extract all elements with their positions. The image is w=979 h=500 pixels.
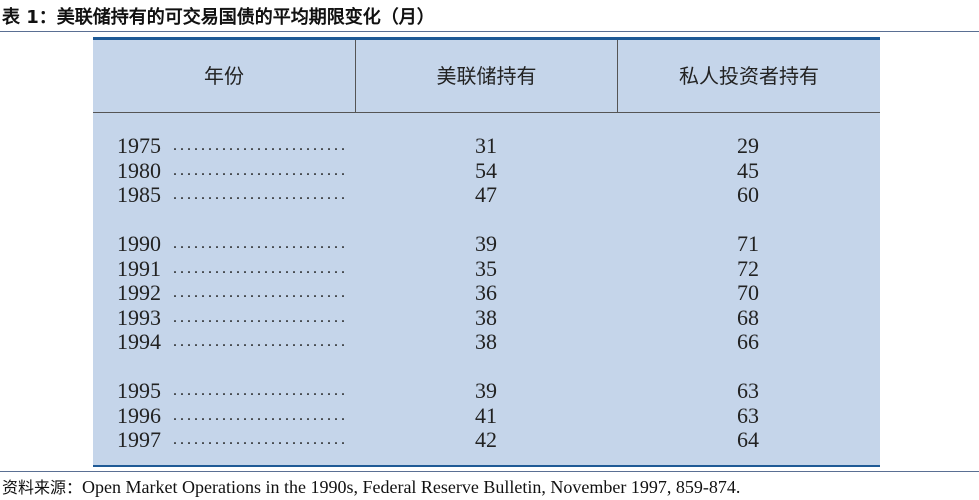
value-cell: 35 xyxy=(475,255,497,281)
table-row: 1993....................................… xyxy=(93,304,880,330)
year-cell: 1996 xyxy=(117,402,161,428)
separator xyxy=(617,40,618,112)
separator xyxy=(355,40,356,112)
rule xyxy=(0,471,979,472)
value-cell: 38 xyxy=(475,329,497,354)
value-cell: 66 xyxy=(737,329,759,354)
leader-dots: ........................................ xyxy=(173,382,349,399)
value-cell: 70 xyxy=(737,280,759,305)
value-cell: 47 xyxy=(475,182,497,207)
value-cell: 72 xyxy=(737,255,759,281)
table-row: 1994....................................… xyxy=(93,330,880,354)
table: 年份 美联储持有 私人投资者持有 1975...................… xyxy=(93,37,880,467)
year-cell: 1975 xyxy=(117,133,161,158)
table-row: 1996....................................… xyxy=(93,402,880,428)
table-header: 年份 美联储持有 私人投资者持有 xyxy=(93,40,880,113)
year-cell: 1997 xyxy=(117,427,161,452)
year-cell: 1992 xyxy=(117,280,161,305)
source-text: Open Market Operations in the 1990s, Fed… xyxy=(82,477,741,497)
header-cell: 美联储持有 xyxy=(436,64,537,88)
value-cell: 68 xyxy=(737,304,759,330)
year-cell: 1990 xyxy=(117,231,161,256)
value-cell: 39 xyxy=(475,378,497,403)
value-cell: 39 xyxy=(475,231,497,256)
year-cell: 1985 xyxy=(117,182,161,207)
value-cell: 63 xyxy=(737,378,759,403)
title: 表 1：美联储持有的可交易国债的平均期限变化（月） xyxy=(2,7,435,28)
leader-dots: ........................................ xyxy=(173,161,349,179)
year-cell: 1995 xyxy=(117,378,161,403)
value-cell: 42 xyxy=(475,427,497,452)
leader-dots: ........................................ xyxy=(173,137,349,154)
leader-dots: ........................................ xyxy=(173,431,349,448)
source-label: 资料来源： xyxy=(2,478,83,497)
value-cell: 71 xyxy=(737,231,759,256)
header-cell: 私人投资者持有 xyxy=(679,64,819,88)
value-cell: 54 xyxy=(475,157,497,183)
value-cell: 45 xyxy=(737,157,759,183)
year-cell: 1993 xyxy=(117,304,161,330)
leader-dots: ........................................ xyxy=(173,235,349,252)
table-row: 1997....................................… xyxy=(93,428,880,452)
table-row: 1995....................................… xyxy=(93,379,880,403)
rule xyxy=(0,31,979,32)
year-cell: 1994 xyxy=(117,329,161,354)
leader-dots: ........................................ xyxy=(173,259,349,277)
table-row: 1985....................................… xyxy=(93,183,880,207)
value-cell: 36 xyxy=(475,280,497,305)
value-cell: 38 xyxy=(475,304,497,330)
table-row: 1980....................................… xyxy=(93,157,880,183)
table-row: 1990....................................… xyxy=(93,232,880,256)
table-row: 1991....................................… xyxy=(93,255,880,281)
year-cell: 1991 xyxy=(117,255,161,281)
header-cell: 年份 xyxy=(204,64,244,88)
year-cell: 1980 xyxy=(117,157,161,183)
value-cell: 31 xyxy=(475,133,497,158)
leader-dots: ........................................ xyxy=(173,333,349,350)
value-cell: 29 xyxy=(737,133,759,158)
leader-dots: ........................................ xyxy=(173,186,349,203)
value-cell: 41 xyxy=(475,402,497,428)
leader-dots: ........................................ xyxy=(173,406,349,424)
source: 资料来源：Open Market Operations in the 1990s… xyxy=(2,474,740,498)
value-cell: 60 xyxy=(737,182,759,207)
table-row: 1975....................................… xyxy=(93,134,880,158)
table-row: 1992....................................… xyxy=(93,281,880,305)
value-cell: 64 xyxy=(737,427,759,452)
leader-dots: ........................................ xyxy=(173,284,349,301)
leader-dots: ........................................ xyxy=(173,308,349,326)
value-cell: 63 xyxy=(737,402,759,428)
